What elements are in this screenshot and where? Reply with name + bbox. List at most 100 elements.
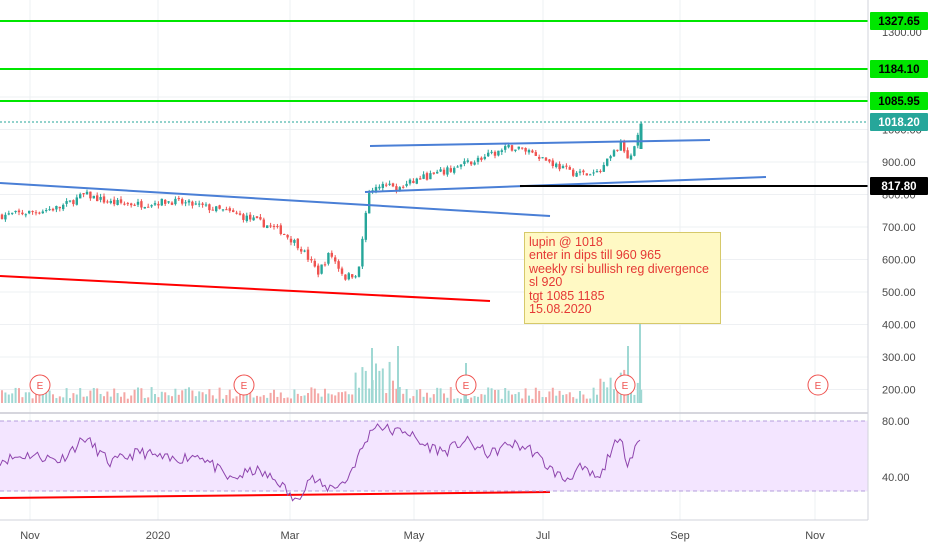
volume-bar — [235, 396, 238, 403]
volume-bar — [470, 397, 473, 403]
candle-body — [17, 210, 21, 213]
volume-bar — [18, 388, 20, 403]
price-label-badge — [870, 12, 928, 30]
volume-bar — [388, 361, 391, 403]
volume-bar — [92, 387, 95, 403]
volume-bar — [211, 395, 214, 403]
volume-bar — [218, 387, 221, 403]
candle-body — [14, 210, 17, 213]
volume-bar — [439, 388, 442, 403]
price-tick-label: 300.00 — [882, 352, 916, 364]
candle-body — [221, 209, 225, 211]
annotation-line: sl 920 — [529, 275, 563, 290]
candle-body — [405, 183, 408, 186]
candle-body — [235, 212, 238, 214]
candle-body — [249, 214, 252, 220]
channel-bottom-line — [364, 176, 767, 193]
candle-body — [45, 210, 48, 212]
candle-body — [476, 157, 480, 162]
candle-body — [279, 225, 282, 235]
candle-body — [487, 152, 490, 157]
annotation-box[interactable]: lupin @ 1018 enter in dips till 960 965 … — [524, 232, 721, 324]
support-line — [0, 275, 491, 302]
candle-body — [269, 225, 272, 227]
candle-body — [11, 212, 14, 214]
candle-body — [276, 225, 279, 227]
volume-bar — [303, 395, 306, 403]
candle-body — [548, 159, 551, 162]
candle-body — [395, 186, 398, 191]
candle-body — [429, 173, 432, 180]
volume-bar — [160, 391, 163, 403]
volume-bar — [130, 395, 133, 403]
candle-body — [364, 212, 367, 240]
candle-body — [599, 170, 602, 172]
candle-body — [38, 212, 41, 214]
candle-body — [378, 186, 381, 189]
volume-bar — [143, 397, 146, 403]
volume-bar — [164, 392, 167, 403]
channel-top-line — [369, 139, 711, 147]
volume-bar — [58, 396, 61, 403]
volume-bar — [269, 392, 272, 403]
volume-bar — [575, 398, 578, 403]
candle-body — [113, 199, 116, 205]
candle-body — [368, 193, 371, 214]
candle-body — [374, 187, 378, 192]
candle-body — [602, 164, 605, 172]
volume-bar — [613, 389, 615, 403]
volume-bar — [79, 388, 82, 403]
candle-body — [534, 152, 537, 156]
annotation-line: tgt 1085 1185 — [529, 288, 605, 303]
volume-bar — [201, 392, 204, 403]
candle-body — [456, 166, 459, 168]
volume-bar — [96, 388, 99, 403]
volume-bar — [562, 394, 564, 403]
candle-body — [385, 184, 388, 186]
volume-bar — [582, 394, 585, 403]
candle-body — [442, 169, 446, 175]
volume-bar — [609, 377, 612, 403]
volume-bar — [89, 390, 92, 403]
volume-bar — [412, 396, 415, 403]
candle-body — [198, 203, 201, 205]
candle-body — [238, 213, 242, 215]
candle-body — [425, 173, 429, 180]
earnings-marker-circle — [455, 374, 477, 396]
price-tick-label: 400.00 — [882, 320, 916, 332]
volume-bar — [157, 397, 160, 403]
volume-bar — [639, 303, 641, 403]
axis-bg — [868, 0, 932, 550]
candle-body — [259, 217, 262, 220]
volume-bar — [606, 387, 609, 403]
candle-body — [119, 199, 123, 203]
volume-bar — [378, 370, 381, 403]
candle-body — [497, 150, 500, 156]
candle-body — [555, 163, 558, 167]
price-tick-label: 600.00 — [882, 255, 916, 267]
volume-bar — [249, 388, 252, 403]
candle-body — [633, 146, 636, 156]
candle-body — [453, 167, 456, 173]
candle-body — [133, 204, 136, 206]
volume-bar — [402, 393, 405, 403]
volume-bar — [375, 363, 377, 403]
candle-body — [320, 264, 323, 274]
earnings-marker-label: E — [241, 381, 248, 392]
volume-bar — [466, 398, 469, 403]
volume-bar — [1, 390, 3, 403]
volume-bar — [572, 397, 575, 403]
candle-body — [568, 167, 571, 170]
volume-bar — [171, 396, 173, 403]
volume-bar — [259, 396, 262, 403]
volume-bar — [310, 387, 313, 403]
candle-body — [493, 151, 497, 156]
volume-bar — [133, 389, 136, 403]
volume-bar — [52, 394, 54, 403]
candle-body — [85, 191, 89, 195]
candle-body — [592, 172, 595, 174]
candle-body — [398, 187, 401, 191]
rsi-band — [0, 421, 868, 491]
candle-body — [459, 164, 463, 167]
volume-bar — [72, 393, 75, 403]
